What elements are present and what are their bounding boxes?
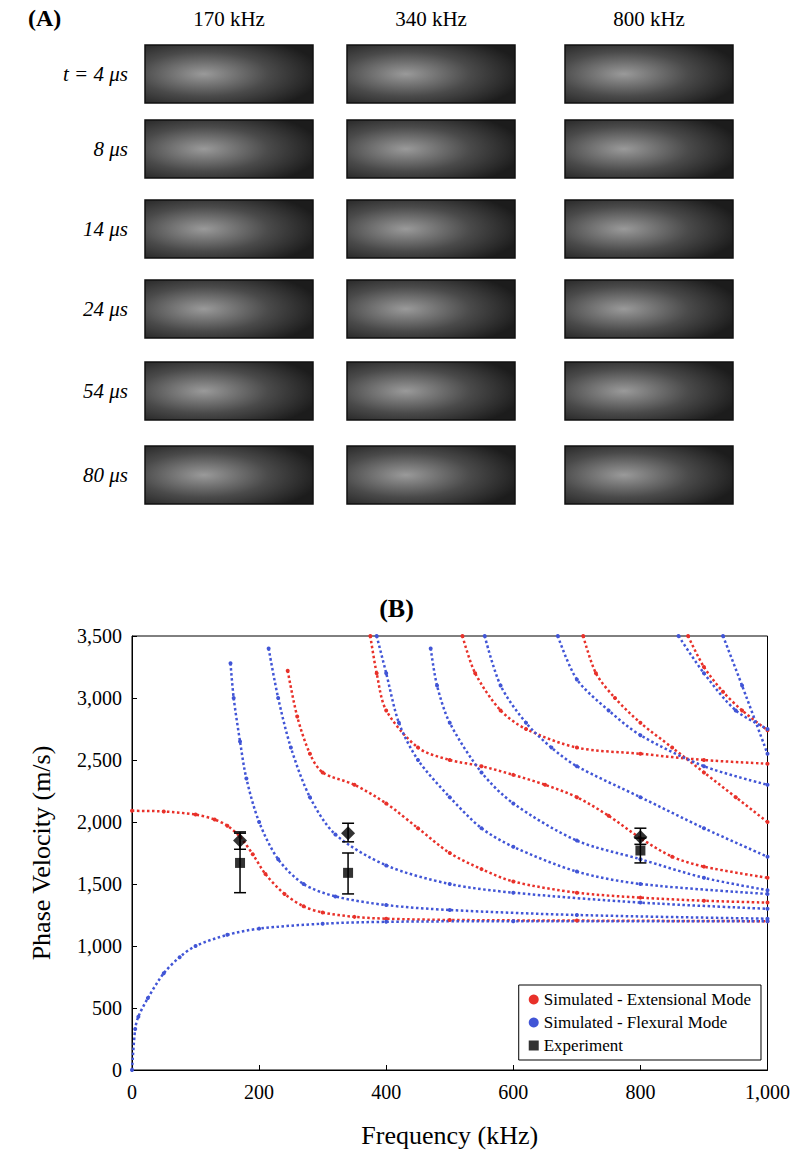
svg-text:Frequency (kHz): Frequency (kHz): [361, 1121, 538, 1150]
svg-text:1,500: 1,500: [77, 873, 122, 895]
svg-text:1,000: 1,000: [77, 935, 122, 957]
svg-text:340 kHz: 340 kHz: [395, 7, 467, 31]
svg-text:54 μs: 54 μs: [83, 379, 128, 403]
svg-text:24 μs: 24 μs: [83, 297, 128, 321]
svg-text:800 kHz: 800 kHz: [613, 7, 685, 31]
svg-text:3,000: 3,000: [77, 687, 122, 709]
svg-text:2,000: 2,000: [77, 811, 122, 833]
svg-text:3,500: 3,500: [77, 625, 122, 647]
svg-text:Simulated - Extensional Mode: Simulated - Extensional Mode: [544, 990, 751, 1009]
svg-text:Experiment: Experiment: [544, 1036, 624, 1055]
svg-text:200: 200: [244, 1081, 274, 1103]
svg-text:500: 500: [92, 997, 122, 1019]
svg-text:80 μs: 80 μs: [83, 463, 128, 487]
svg-text:600: 600: [498, 1081, 528, 1103]
svg-text:0: 0: [127, 1081, 137, 1103]
svg-text:0: 0: [112, 1059, 122, 1081]
svg-text:8 μs: 8 μs: [94, 137, 128, 161]
svg-text:400: 400: [371, 1081, 401, 1103]
svg-text:14 μs: 14 μs: [83, 217, 128, 241]
svg-text:Phase Velocity (m/s): Phase Velocity (m/s): [27, 746, 56, 961]
svg-text:(A): (A): [28, 5, 61, 31]
svg-text:1,000: 1,000: [745, 1081, 790, 1103]
svg-text:170 kHz: 170 kHz: [193, 7, 265, 31]
svg-text:(B): (B): [379, 594, 414, 623]
svg-text:t = 4 μs: t = 4 μs: [63, 62, 128, 86]
svg-text:800: 800: [625, 1081, 655, 1103]
svg-text:Simulated - Flexural Mode: Simulated - Flexural Mode: [544, 1013, 728, 1032]
svg-text:2,500: 2,500: [77, 749, 122, 771]
